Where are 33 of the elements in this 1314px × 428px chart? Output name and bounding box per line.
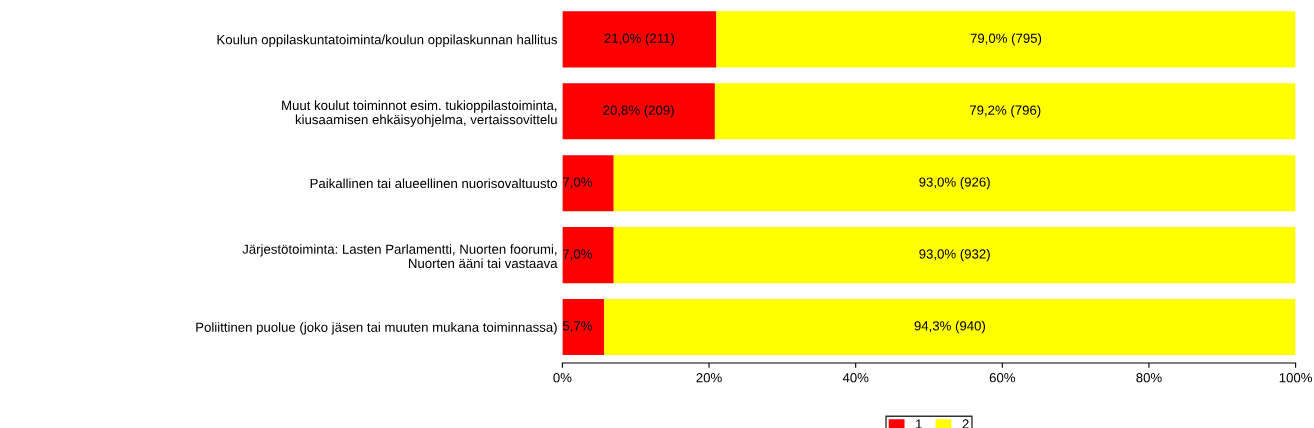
data-label: 20,8% (209) xyxy=(603,105,674,118)
legend-label: 2 xyxy=(962,419,969,428)
bar xyxy=(604,298,1296,356)
bar xyxy=(562,11,717,68)
data-label: 79,2% (796) xyxy=(969,105,1041,118)
x-tick-label: 60% xyxy=(989,373,1016,383)
legend-label: 1 xyxy=(916,419,922,428)
x-tick-label: 0% xyxy=(553,373,572,383)
data-label: 79,0% (795) xyxy=(970,33,1042,46)
bar xyxy=(562,298,605,356)
bar xyxy=(562,227,614,284)
data-label: 93,0% (932) xyxy=(919,248,990,262)
y-tick-label: Paikallinen tai alueellinen nuorisovaltuusto xyxy=(310,178,557,189)
bar xyxy=(562,155,614,212)
y-tick-label: Järjestötoiminta: Lasten Parlamentti, Nuorten foorumi, Nuorten ääni tai vastaava xyxy=(242,244,558,269)
bar xyxy=(562,83,715,140)
x-tick-label: 80% xyxy=(1136,373,1162,383)
data-label: 5,7% xyxy=(562,321,592,333)
y-tick-label: Muut koulut toiminnot esim. tukioppilastoiminta, kiusaamisen ehkäisyohjelma, vertaissovittelu xyxy=(282,100,557,127)
data-label: 93,0% (926) xyxy=(919,177,990,190)
bar xyxy=(613,227,1296,284)
x-tick-label: 20% xyxy=(696,373,722,383)
x-tick-label: 100% xyxy=(1279,373,1313,383)
bar xyxy=(716,11,1296,68)
data-label: 7,0% xyxy=(563,177,592,189)
data-label: 94,3% (940) xyxy=(914,320,986,334)
bar xyxy=(613,155,1296,212)
y-tick-label: Koulun oppilaskuntatoiminta/koulun oppilaskunnan hallitus xyxy=(217,34,558,47)
data-label: 7,0% xyxy=(563,249,592,261)
y-tick-label: Poliittinen puolue (joko jäsen tai muuten mukana toiminnassa) xyxy=(196,322,557,335)
x-tick-label: 40% xyxy=(842,373,869,383)
data-label: 21,0% (211) xyxy=(604,33,675,46)
bar xyxy=(714,83,1296,140)
